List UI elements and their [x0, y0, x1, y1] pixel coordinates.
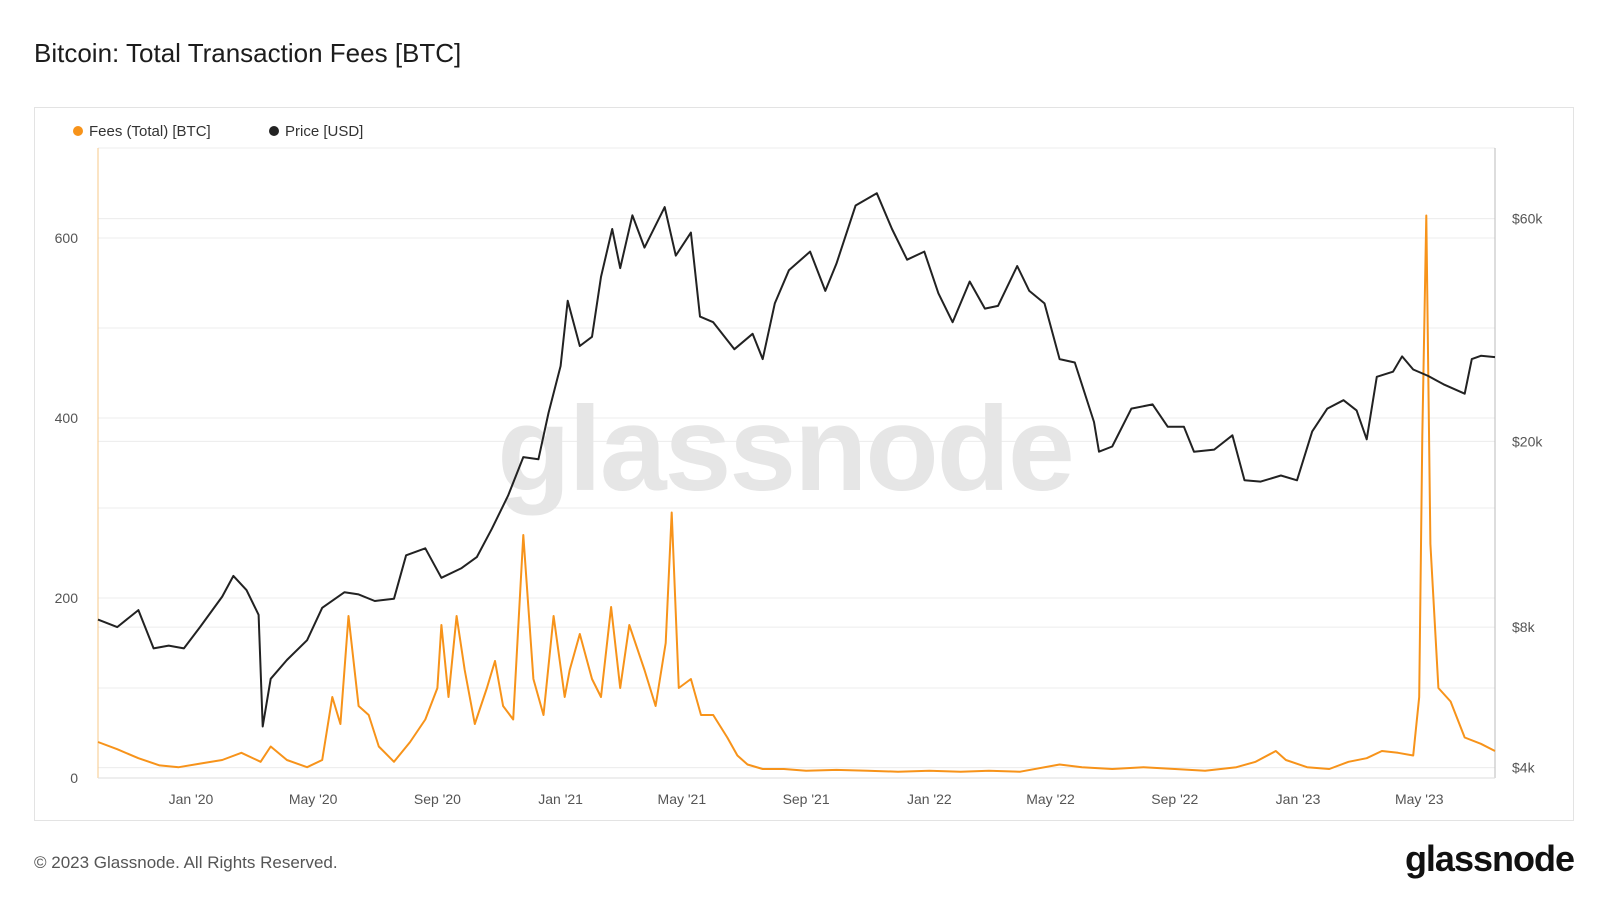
- x-tick-label: Sep '22: [1151, 791, 1198, 807]
- x-tick-label: Sep '20: [414, 791, 461, 807]
- y-right-tick-label: $8k: [1512, 619, 1536, 635]
- x-tick-label: Jan '22: [907, 791, 952, 807]
- legend: Fees (Total) [BTC] Price [USD]: [73, 123, 363, 140]
- chart-title: Bitcoin: Total Transaction Fees [BTC]: [34, 38, 462, 68]
- y-right-tick-label: $60k: [1512, 211, 1543, 227]
- y-left-tick-label: 400: [55, 410, 79, 426]
- x-tick-label: May '21: [658, 791, 707, 807]
- price-series-line: [97, 192, 1496, 728]
- fees-series-line: [97, 214, 1496, 773]
- series-layer: [97, 192, 1496, 773]
- y-left-tick-label: 0: [70, 770, 78, 786]
- legend-price-label[interactable]: Price [USD]: [285, 123, 363, 140]
- y-left-tick-label: 600: [55, 230, 79, 246]
- glassnode-logo[interactable]: glassnode: [1404, 838, 1575, 879]
- axis-layer: 0 200 400 600 $4k $8k $20k $60k Jan '20 May '20 Se…: [55, 148, 1543, 807]
- y-right-tick-label: $20k: [1512, 433, 1543, 449]
- x-tick-label: Jan '21: [538, 791, 583, 807]
- x-tick-label: Jan '23: [1276, 791, 1321, 807]
- watermark: glassnode: [497, 382, 1073, 516]
- legend-fees-marker: [73, 126, 83, 136]
- x-tick-label: Jan '20: [169, 791, 214, 807]
- x-tick-label: May '20: [289, 791, 338, 807]
- x-tick-label: May '23: [1395, 791, 1444, 807]
- legend-price-marker: [269, 126, 279, 136]
- x-tick-label: May '22: [1026, 791, 1075, 807]
- y-right-tick-label: $4k: [1512, 760, 1536, 776]
- grid-layer: [98, 147, 1495, 769]
- legend-fees-label[interactable]: Fees (Total) [BTC]: [89, 123, 211, 140]
- footer-copyright: © 2023 Glassnode. All Rights Reserved.: [34, 853, 338, 872]
- chart-frame: [34, 107, 1574, 821]
- y-left-tick-label: 200: [55, 590, 79, 606]
- x-tick-label: Sep '21: [783, 791, 830, 807]
